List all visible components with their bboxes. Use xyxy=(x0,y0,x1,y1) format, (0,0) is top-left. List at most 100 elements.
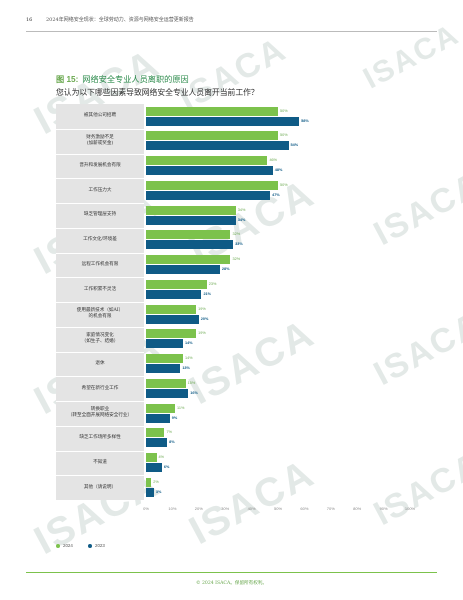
value-label-2023-10: 13% xyxy=(182,366,190,370)
bar-2024-1 xyxy=(146,131,278,141)
value-label-2024-5: 32% xyxy=(232,232,241,237)
value-label-2023-2: 48% xyxy=(274,168,283,172)
legend-item-2024: 2024 xyxy=(56,543,74,548)
bar-2024-2 xyxy=(146,156,268,165)
category-separator xyxy=(56,153,144,155)
category-separator xyxy=(56,227,144,229)
category-label: 晋升和发展机会有限 xyxy=(79,162,121,168)
value-label-2023-1: 54% xyxy=(290,143,299,148)
figure-title: 图 15: 网络安全专业人员离职的原因 xyxy=(56,73,189,85)
category-label: 工作文化/环境差 xyxy=(83,237,117,243)
x-tick-label: 30% xyxy=(221,506,230,511)
value-label-2024-8: 19% xyxy=(198,306,206,311)
bar-2024-14 xyxy=(146,453,157,462)
x-tick-label: 40% xyxy=(247,506,256,511)
value-label-2024-9: 19% xyxy=(198,331,206,336)
x-tick-label: 90% xyxy=(379,506,388,511)
bar-2024-12 xyxy=(146,403,176,413)
value-label-2024-10: 14% xyxy=(184,356,193,360)
footer-copyright: © 2024 ISACA。保留所有权利。 xyxy=(195,581,268,586)
bar-2023-1 xyxy=(146,141,289,151)
value-label-2023-13: 8% xyxy=(169,440,175,445)
bar-2023-15 xyxy=(146,487,154,497)
category-label: 缺乏工作场所多样性 xyxy=(79,435,121,441)
legend-swatch-2024 xyxy=(56,543,60,548)
value-label-2023-15: 3% xyxy=(155,489,162,494)
page-number: 16 xyxy=(26,17,33,23)
legend-swatch-2023 xyxy=(88,543,93,548)
bar-2023-9 xyxy=(146,339,183,349)
x-tick-label: 80% xyxy=(353,506,362,511)
value-label-2024-1: 50% xyxy=(280,133,288,138)
bar-2023-7 xyxy=(146,289,202,299)
bar-2024-9 xyxy=(146,329,197,339)
value-label-2023-4: 34% xyxy=(237,217,246,222)
bar-2024-10 xyxy=(146,354,183,363)
category-separator xyxy=(56,450,144,452)
bar-2024-13 xyxy=(146,428,165,438)
bar-2023-11 xyxy=(146,388,189,398)
category-separator xyxy=(56,128,144,130)
category-separator xyxy=(56,425,144,427)
bar-2023-14 xyxy=(146,463,162,472)
value-label-2024-11: 15% xyxy=(187,380,196,385)
value-label-2024-3: 50% xyxy=(280,182,288,187)
bar-2023-4 xyxy=(146,215,236,225)
footer-divider xyxy=(26,572,437,573)
bar-2024-3 xyxy=(146,180,278,190)
value-label-2024-6: 32% xyxy=(232,257,241,261)
value-label-2024-15: 2% xyxy=(153,479,159,484)
bar-2024-4 xyxy=(146,205,236,215)
value-label-2024-0: 50% xyxy=(280,108,288,113)
bar-2023-6 xyxy=(146,265,220,274)
category-label: 希望在新行业工作 xyxy=(81,385,119,391)
value-label-2023-8: 20% xyxy=(200,316,209,321)
bar-2023-8 xyxy=(146,314,199,324)
bar-2024-8 xyxy=(146,304,197,314)
legend-label-2023: 2023 xyxy=(95,543,105,548)
category-separator xyxy=(56,302,144,303)
x-tick-label: 20% xyxy=(194,506,203,511)
value-label-2024-12: 11% xyxy=(177,405,185,410)
category-separator xyxy=(56,252,144,254)
bar-2023-12 xyxy=(146,413,170,423)
value-label-2024-4: 34% xyxy=(237,207,246,212)
category-label: 家庭情况变化 （如生子、结婚） xyxy=(81,333,119,345)
category-separator xyxy=(56,475,144,477)
value-label-2023-5: 33% xyxy=(235,242,243,247)
page-header: 16 2024年网络安全现状：全球劳动力、资源与网络安全运营更新报告 xyxy=(26,16,194,23)
category-separator xyxy=(56,277,144,279)
category-label: 远程工作机会有限 xyxy=(81,261,119,267)
category-separator xyxy=(56,326,144,328)
bar-2023-10 xyxy=(146,364,181,373)
value-label-2023-9: 14% xyxy=(184,341,193,346)
figure-subtitle: 您认为以下哪些因素导致网络安全专业人员离开当前工作？ xyxy=(56,88,259,97)
value-label-2024-2: 46% xyxy=(269,158,278,162)
category-label: 工作积累不灵活 xyxy=(83,286,117,292)
value-label-2023-0: 58% xyxy=(301,118,309,123)
x-tick-label: 50% xyxy=(273,506,283,511)
category-label: 被其他公司招聘 xyxy=(83,113,117,119)
bar-2023-5 xyxy=(146,240,234,250)
bar-2024-0 xyxy=(146,106,278,116)
x-tick-label: 100% xyxy=(404,506,416,511)
chart-legend: 2024 2023 xyxy=(56,543,119,548)
value-label-2024-7: 23% xyxy=(208,281,217,286)
category-label: 财务激励不足 (加薪或奖金) xyxy=(86,135,114,147)
x-tick-label: 10% xyxy=(168,506,177,511)
value-label-2023-3: 47% xyxy=(272,192,280,197)
bar-2023-0 xyxy=(146,116,300,126)
category-label: 工作压力大 xyxy=(88,187,112,193)
value-label-2023-7: 21% xyxy=(203,291,212,296)
category-label: 转换职业 （转至全面开展网络安全行业） xyxy=(67,407,133,419)
category-separator xyxy=(56,351,144,353)
figure-number: 图 15: xyxy=(56,75,79,84)
value-label-2024-13: 7% xyxy=(166,430,172,435)
legend-label-2024: 2024 xyxy=(63,543,73,548)
bar-2024-7 xyxy=(146,279,207,289)
bar-2024-11 xyxy=(146,378,186,388)
figure-title-text: 网络安全专业人员离职的原因 xyxy=(82,74,189,84)
category-label: 使用最新技术（如AI） 的机会有限 xyxy=(76,308,124,320)
bar-2024-6 xyxy=(146,255,231,264)
x-tick-label: 0% xyxy=(143,506,149,511)
